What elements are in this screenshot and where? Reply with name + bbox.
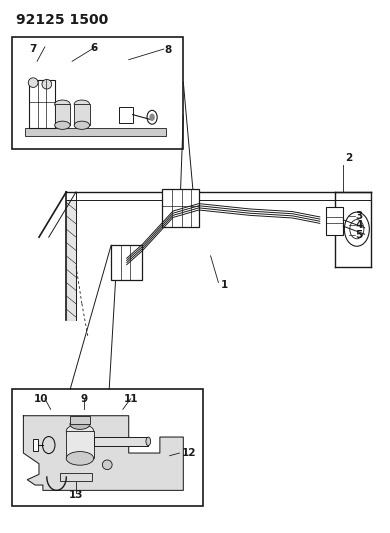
Text: 4: 4 [356,221,363,230]
Bar [60,473,92,481]
Text: 1: 1 [220,280,228,290]
Text: 8: 8 [164,45,171,55]
Bar [12,389,203,506]
Ellipse shape [74,121,90,130]
Bar [25,128,166,136]
Bar [111,245,142,280]
Ellipse shape [66,424,94,438]
Bar [66,431,94,458]
Bar [12,37,183,149]
Ellipse shape [102,460,112,470]
Ellipse shape [66,451,94,465]
Bar [29,80,55,128]
Ellipse shape [70,419,90,430]
Text: 7: 7 [30,44,37,54]
Ellipse shape [74,100,90,108]
Ellipse shape [146,437,151,446]
Ellipse shape [55,121,70,130]
Text: 92125 1500: 92125 1500 [16,13,108,27]
Polygon shape [23,416,183,490]
Bar [162,189,199,227]
Bar [326,207,343,235]
Text: 11: 11 [123,394,138,405]
Bar [119,107,133,123]
Text: 12: 12 [181,448,196,458]
Text: 10: 10 [34,394,48,405]
Text: 3: 3 [356,211,363,221]
Bar [74,104,90,125]
Text: 5: 5 [356,230,363,239]
Bar [55,104,70,125]
Polygon shape [66,200,76,320]
Ellipse shape [28,78,38,87]
Text: 13: 13 [69,490,83,500]
Bar [33,439,38,451]
Text: 9: 9 [80,394,87,405]
Text: 6: 6 [90,43,97,53]
Ellipse shape [42,79,51,89]
Bar [70,416,90,424]
Bar [94,437,148,446]
Circle shape [149,114,155,121]
Ellipse shape [55,100,70,108]
Text: 2: 2 [345,152,353,163]
